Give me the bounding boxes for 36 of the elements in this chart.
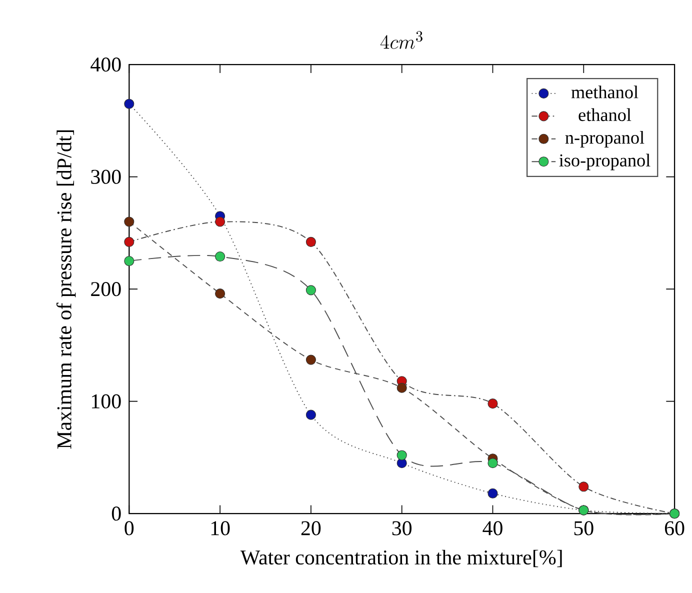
- y-tick-label: 100: [92, 394, 121, 408]
- point: [124, 256, 134, 266]
- point: [488, 488, 498, 498]
- x-tick-label: 60: [664, 521, 684, 536]
- x-tick-label: 30: [392, 521, 412, 536]
- y-tick-label: 300: [91, 170, 121, 184]
- x-tick-label: 10: [211, 521, 230, 536]
- legend-label: n-propanol: [565, 130, 644, 148]
- legend-label: ethanol: [578, 108, 632, 122]
- point: [396, 382, 407, 393]
- point: [306, 236, 316, 247]
- point: [396, 450, 407, 460]
- x-tick-label: 40: [482, 521, 502, 536]
- point: [124, 236, 134, 247]
- x-tick-label: 50: [574, 521, 594, 536]
- point: [306, 354, 316, 365]
- point: [578, 482, 589, 492]
- x-tick-label: 20: [301, 521, 321, 536]
- point: [306, 285, 316, 296]
- x-axis-title: Water concentration in the mixture[%]: [240, 550, 562, 568]
- x-tick-label: 0: [124, 521, 134, 536]
- point: [488, 458, 498, 468]
- chart-title: $4cm^3$: [380, 31, 422, 49]
- point: [488, 398, 498, 409]
- legend-label: methanol: [571, 86, 638, 98]
- y-tick-label: 0: [112, 506, 121, 521]
- point: [215, 216, 226, 227]
- legend-label: iso-propanol: [559, 154, 650, 170]
- point: [306, 410, 316, 420]
- point: [215, 288, 226, 299]
- point: [215, 251, 226, 262]
- y-axis-title: Maximum rate of pressure rise [dP/dt]: [56, 130, 76, 449]
- y-tick-label: 400: [90, 57, 121, 72]
- point: [124, 98, 134, 109]
- y-tick-label: 200: [91, 282, 121, 296]
- point: [124, 216, 134, 227]
